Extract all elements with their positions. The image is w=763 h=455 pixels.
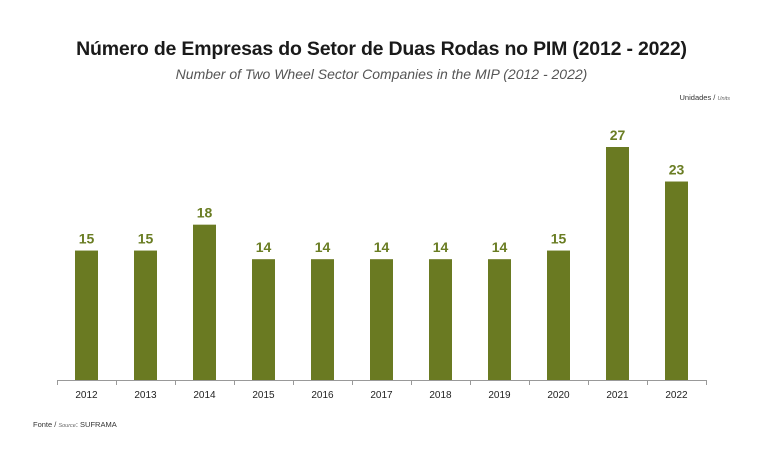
bar-2017	[370, 259, 393, 380]
source-note: Fonte / Source: SUFRAMA	[33, 420, 117, 429]
data-label-2020: 15	[551, 231, 567, 247]
data-label-2017: 14	[374, 239, 390, 255]
data-label-2013: 15	[138, 231, 154, 247]
bar-2015	[252, 259, 275, 380]
bar-2014	[193, 224, 216, 380]
x-tick-label-2016: 2016	[311, 390, 334, 401]
bar-2022	[665, 181, 688, 380]
bar-2019	[488, 259, 511, 380]
x-tick-label-2015: 2015	[252, 390, 275, 401]
data-label-2014: 18	[197, 205, 213, 221]
units-label: Unidades / Units	[680, 93, 730, 102]
x-tick-label-2014: 2014	[193, 390, 216, 401]
data-label-2015: 14	[256, 239, 272, 255]
data-label-2012: 15	[79, 231, 95, 247]
data-label-2022: 23	[669, 162, 685, 178]
bar-2013	[134, 250, 157, 380]
bar-2016	[311, 259, 334, 380]
x-tick-label-2018: 2018	[429, 390, 452, 401]
units-pt: Unidades /	[679, 93, 718, 102]
x-tick-label-2020: 2020	[547, 390, 570, 401]
x-tick-label-2013: 2013	[134, 390, 157, 401]
data-label-2021: 27	[610, 127, 626, 143]
source-en: Source	[58, 423, 76, 429]
bar-2021	[606, 147, 629, 380]
units-en: Units	[717, 96, 730, 102]
chart-subtitle: Number of Two Wheel Sector Companies in …	[175, 66, 588, 82]
bar-2012	[75, 250, 98, 380]
x-tick-label-2021: 2021	[606, 390, 629, 401]
x-tick-label-2022: 2022	[665, 390, 688, 401]
x-tick-label-2019: 2019	[488, 390, 511, 401]
data-label-2016: 14	[315, 239, 331, 255]
bar-2018	[429, 259, 452, 380]
x-tick-label-2017: 2017	[370, 390, 393, 401]
bar-2020	[547, 250, 570, 380]
data-label-2018: 14	[433, 239, 449, 255]
chart-title: Número de Empresas do Setor de Duas Roda…	[76, 38, 687, 60]
x-tick-label-2012: 2012	[75, 390, 98, 401]
source-pt: Fonte /	[33, 420, 59, 429]
data-label-2019: 14	[492, 239, 508, 255]
source-value: : SUFRAMA	[75, 420, 117, 429]
